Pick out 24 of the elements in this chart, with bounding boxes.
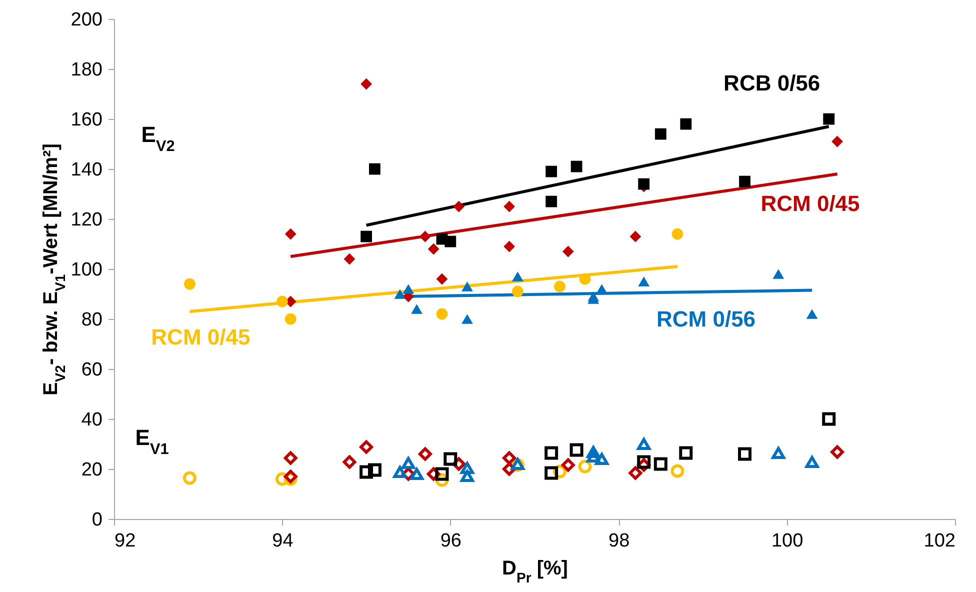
- series-label: RCB 0/56: [724, 70, 820, 96]
- y-tick-label: 200: [70, 10, 102, 30]
- x-tick-label: 96: [440, 530, 462, 552]
- y-tick-label: 100: [70, 260, 102, 280]
- y-tick-label: 120: [70, 210, 102, 230]
- x-tick-label: 92: [114, 530, 136, 552]
- y-tick-label: 160: [70, 110, 102, 130]
- series-label: RCM 0/45: [760, 191, 860, 216]
- series-label: RCM 0/45: [151, 324, 250, 350]
- y-tick-label: 40: [81, 410, 102, 430]
- x-tick-label: 98: [608, 530, 630, 552]
- x-tick-label: 94: [272, 530, 294, 552]
- series-label: RCM 0/56: [656, 306, 756, 332]
- y-tick-label: 180: [70, 60, 102, 80]
- y-tick-label: 0: [92, 510, 102, 530]
- x-tick-label: 102: [924, 530, 956, 552]
- y-tick-label: 20: [81, 460, 102, 480]
- annotation: E$_{V2}$: [141, 122, 175, 154]
- x-tick-label: 100: [771, 530, 804, 552]
- y-tick-label: 60: [81, 360, 102, 380]
- y-tick-label: 140: [70, 160, 102, 180]
- y-tick-label: 80: [81, 310, 102, 330]
- annotation: E$_{V1}$: [135, 425, 170, 458]
- x-axis-title: D$_{Pr}$ [%]: [502, 558, 568, 586]
